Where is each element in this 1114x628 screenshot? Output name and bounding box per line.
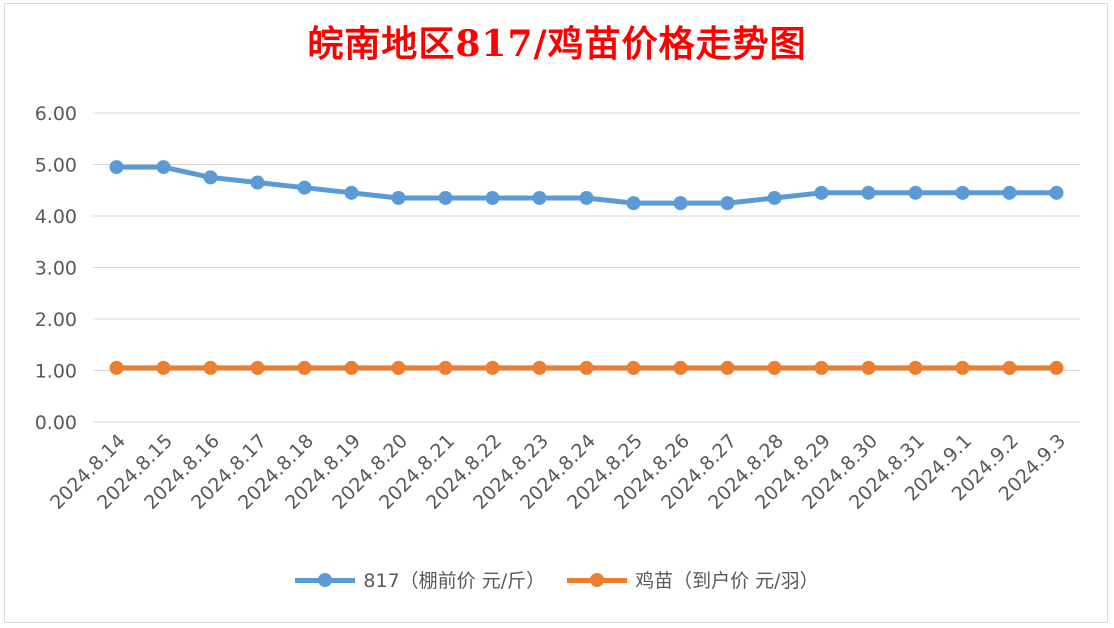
legend-label-chick: 鸡苗（到户价 元/羽）	[635, 570, 819, 592]
data-point-series-2	[485, 360, 500, 375]
data-point-series-1	[673, 196, 688, 211]
data-point-series-1	[626, 196, 641, 211]
legend: 817（棚前价 元/斤） 鸡苗（到户价 元/羽）	[0, 566, 1114, 593]
data-point-series-2	[532, 360, 547, 375]
data-point-series-2	[673, 360, 688, 375]
data-point-series-2	[579, 360, 594, 375]
data-point-series-1	[814, 185, 829, 200]
data-point-series-1	[1049, 185, 1064, 200]
data-point-series-2	[109, 360, 124, 375]
y-tick-label: 3.00	[35, 258, 77, 280]
y-tick-label: 0.00	[35, 412, 77, 434]
y-tick-label: 4.00	[35, 206, 77, 228]
data-point-series-2	[767, 360, 782, 375]
data-point-series-2	[1049, 360, 1064, 375]
chart-title: 皖南地区817/鸡苗价格走势图	[307, 23, 807, 65]
data-point-series-1	[861, 185, 876, 200]
data-point-series-2	[814, 360, 829, 375]
y-tick-label: 5.00	[35, 155, 77, 177]
y-tick-label: 2.00	[35, 309, 77, 331]
data-point-series-2	[861, 360, 876, 375]
chart-area	[4, 3, 1108, 623]
data-point-series-2	[297, 360, 312, 375]
data-point-series-2	[955, 360, 970, 375]
data-point-series-2	[344, 360, 359, 375]
data-point-series-1	[1002, 185, 1017, 200]
data-point-series-2	[626, 360, 641, 375]
data-point-series-1	[250, 175, 265, 190]
y-tick-label: 6.00	[35, 103, 77, 125]
data-point-series-1	[720, 196, 735, 211]
data-point-series-1	[767, 190, 782, 205]
data-point-series-1	[579, 190, 594, 205]
data-point-series-1	[908, 185, 923, 200]
legend-item-817[interactable]: 817（棚前价 元/斤）	[295, 566, 545, 593]
data-point-series-1	[156, 160, 171, 175]
data-point-series-2	[203, 360, 218, 375]
data-point-series-1	[391, 190, 406, 205]
data-point-series-1	[438, 190, 453, 205]
legend-swatch-817	[295, 572, 356, 588]
data-point-series-1	[344, 185, 359, 200]
data-point-series-2	[250, 360, 265, 375]
legend-swatch-chick	[567, 572, 628, 588]
data-point-series-2	[720, 360, 735, 375]
data-point-series-1	[485, 190, 500, 205]
data-point-series-2	[391, 360, 406, 375]
data-point-series-2	[1002, 360, 1017, 375]
legend-item-chick[interactable]: 鸡苗（到户价 元/羽）	[567, 566, 819, 593]
data-point-series-1	[532, 190, 547, 205]
data-point-series-2	[156, 360, 171, 375]
data-point-series-1	[109, 160, 124, 175]
data-point-series-1	[955, 185, 970, 200]
data-point-series-2	[908, 360, 923, 375]
data-point-series-2	[438, 360, 453, 375]
data-point-series-1	[203, 170, 218, 185]
data-point-series-1	[297, 180, 312, 195]
legend-label-817: 817（棚前价 元/斤）	[363, 570, 546, 592]
y-tick-label: 1.00	[35, 361, 77, 383]
